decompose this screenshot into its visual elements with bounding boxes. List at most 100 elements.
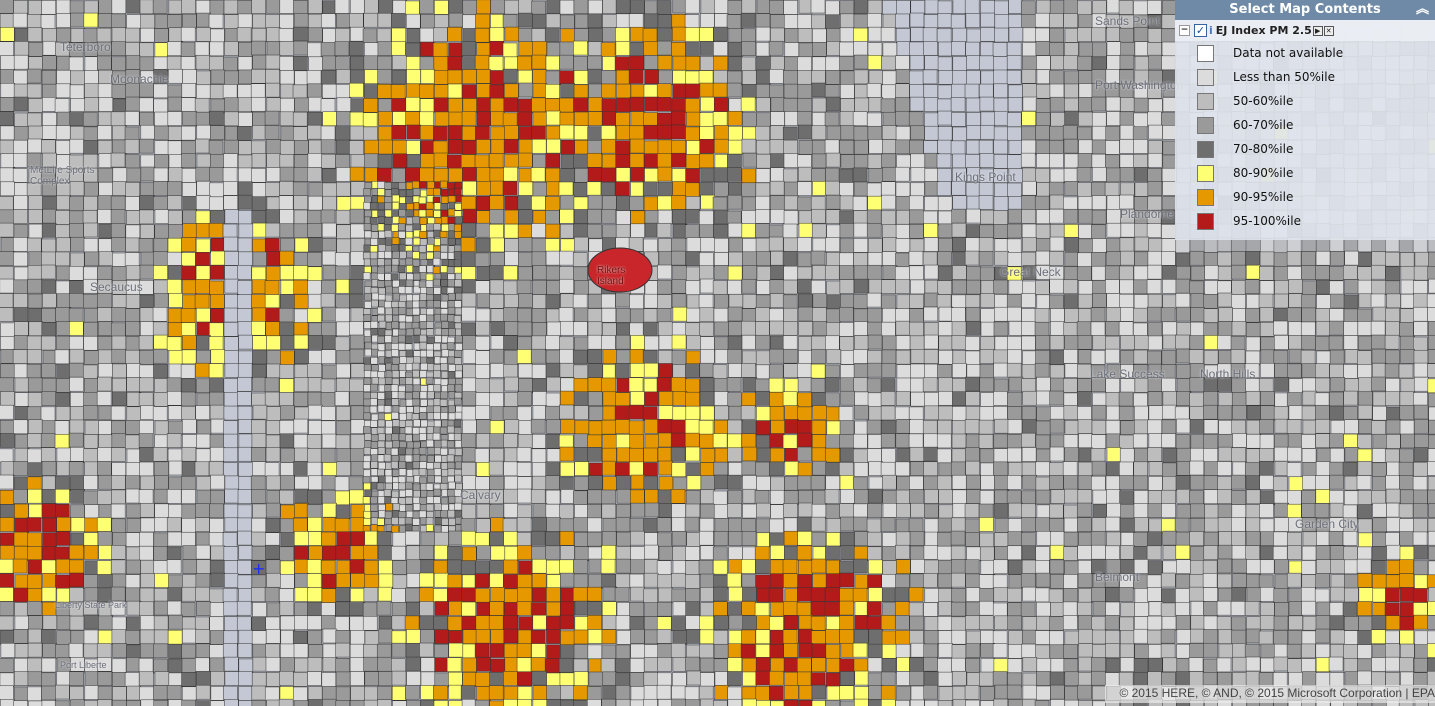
census-block-group[interactable] <box>936 153 952 169</box>
census-block-group[interactable] <box>1147 419 1163 435</box>
census-block-group[interactable] <box>84 560 100 576</box>
census-block-group[interactable] <box>1063 208 1079 224</box>
census-block-group[interactable] <box>293 195 308 210</box>
census-block-group[interactable] <box>699 405 715 421</box>
census-block-group[interactable] <box>1134 182 1150 197</box>
census-block-group[interactable] <box>1007 349 1022 365</box>
census-block-group[interactable] <box>574 476 589 491</box>
census-block-group[interactable] <box>111 0 127 14</box>
census-block-group[interactable] <box>993 126 1009 142</box>
census-block-group[interactable] <box>433 210 441 218</box>
census-block-group[interactable] <box>671 250 686 266</box>
census-block-group[interactable] <box>98 13 113 28</box>
census-block-group[interactable] <box>950 545 966 561</box>
census-block-group[interactable] <box>868 279 884 294</box>
census-block-group[interactable] <box>1036 448 1051 464</box>
census-block-group[interactable] <box>979 377 995 393</box>
census-block-group[interactable] <box>1301 503 1316 518</box>
census-block-group[interactable] <box>560 572 575 588</box>
census-block-group[interactable] <box>378 98 393 114</box>
census-block-group[interactable] <box>222 532 238 547</box>
census-block-group[interactable] <box>1022 42 1037 57</box>
census-block-group[interactable] <box>419 391 428 399</box>
census-block-group[interactable] <box>880 378 896 393</box>
census-block-group[interactable] <box>412 483 421 492</box>
census-block-group[interactable] <box>84 70 99 85</box>
census-block-group[interactable] <box>419 601 434 616</box>
census-block-group[interactable] <box>447 216 456 225</box>
census-block-group[interactable] <box>839 139 854 155</box>
census-block-group[interactable] <box>377 202 386 211</box>
census-block-group[interactable] <box>797 14 813 29</box>
census-block-group[interactable] <box>1050 406 1065 421</box>
census-block-group[interactable] <box>586 181 602 197</box>
census-block-group[interactable] <box>56 364 72 379</box>
census-block-group[interactable] <box>447 154 462 170</box>
census-block-group[interactable] <box>1091 27 1106 43</box>
census-block-group[interactable] <box>671 588 687 604</box>
census-block-group[interactable] <box>685 168 700 184</box>
census-block-group[interactable] <box>370 383 378 392</box>
census-block-group[interactable] <box>867 42 883 57</box>
census-block-group[interactable] <box>712 559 728 575</box>
census-block-group[interactable] <box>699 126 714 141</box>
census-block-group[interactable] <box>1134 447 1149 463</box>
census-block-group[interactable] <box>1315 250 1331 266</box>
census-block-group[interactable] <box>112 391 127 407</box>
census-block-group[interactable] <box>182 418 197 434</box>
census-block-group[interactable] <box>209 588 224 604</box>
census-block-group[interactable] <box>426 188 435 196</box>
census-block-group[interactable] <box>462 98 478 113</box>
census-block-group[interactable] <box>924 559 939 575</box>
census-block-group[interactable] <box>426 223 434 232</box>
census-block-group[interactable] <box>266 490 282 505</box>
census-block-group[interactable] <box>1105 96 1121 112</box>
census-block-group[interactable] <box>112 280 127 295</box>
census-block-group[interactable] <box>41 391 57 406</box>
census-block-group[interactable] <box>433 126 448 141</box>
census-block-group[interactable] <box>1188 586 1204 602</box>
census-block-group[interactable] <box>26 517 42 532</box>
census-block-group[interactable] <box>460 560 476 575</box>
census-block-group[interactable] <box>392 111 407 126</box>
census-block-group[interactable] <box>125 55 141 70</box>
census-block-group[interactable] <box>517 55 532 71</box>
census-block-group[interactable] <box>168 460 184 476</box>
census-block-group[interactable] <box>1190 307 1205 322</box>
census-block-group[interactable] <box>741 210 757 225</box>
census-block-group[interactable] <box>1356 558 1372 574</box>
census-block-group[interactable] <box>350 545 366 561</box>
census-block-group[interactable] <box>867 392 883 408</box>
census-block-group[interactable] <box>84 350 99 365</box>
census-block-group[interactable] <box>265 14 280 29</box>
census-block-group[interactable] <box>1120 250 1135 266</box>
census-block-group[interactable] <box>1120 559 1135 574</box>
census-block-group[interactable] <box>545 196 560 211</box>
census-block-group[interactable] <box>1064 42 1079 57</box>
census-block-group[interactable] <box>881 194 896 210</box>
census-block-group[interactable] <box>1274 446 1289 462</box>
census-block-group[interactable] <box>1133 490 1149 505</box>
census-block-group[interactable] <box>454 496 463 504</box>
census-block-group[interactable] <box>406 83 421 99</box>
census-block-group[interactable] <box>426 314 434 323</box>
census-block-group[interactable] <box>895 391 911 406</box>
census-block-group[interactable] <box>700 237 716 252</box>
census-block-group[interactable] <box>1413 362 1429 378</box>
census-block-group[interactable] <box>294 154 309 169</box>
census-block-group[interactable] <box>1022 237 1037 252</box>
census-block-group[interactable] <box>1245 251 1261 266</box>
census-block-group[interactable] <box>1400 335 1415 351</box>
census-block-group[interactable] <box>587 55 602 71</box>
census-block-group[interactable] <box>461 322 476 338</box>
census-block-group[interactable] <box>489 420 505 435</box>
census-block-group[interactable] <box>866 222 882 238</box>
census-block-group[interactable] <box>1372 433 1388 449</box>
census-block-group[interactable] <box>531 125 546 141</box>
census-block-group[interactable] <box>334 391 350 406</box>
census-block-group[interactable] <box>1315 336 1330 351</box>
census-block-group[interactable] <box>476 222 491 238</box>
census-block-group[interactable] <box>840 84 855 99</box>
census-block-group[interactable] <box>293 167 309 182</box>
census-block-group[interactable] <box>139 264 155 280</box>
